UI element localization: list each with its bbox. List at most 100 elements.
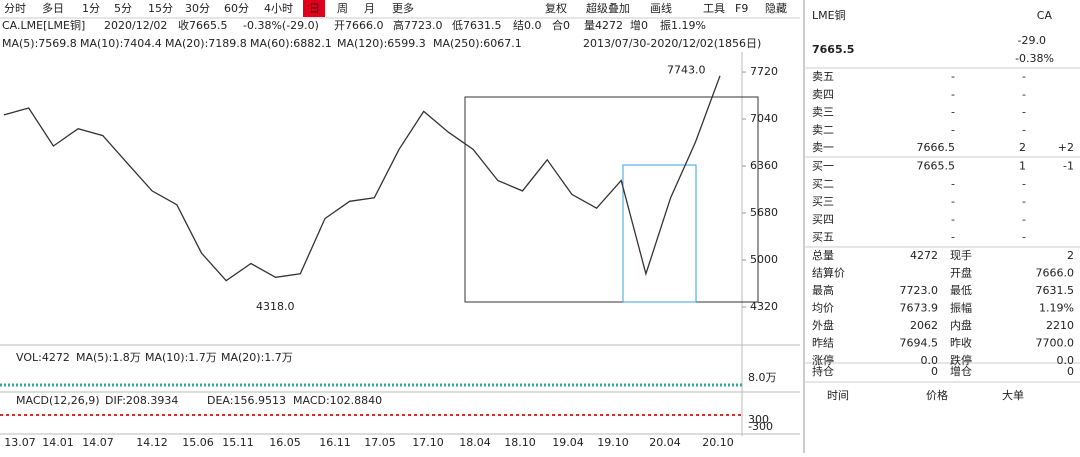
stat-label: 现手 — [950, 248, 972, 262]
y-tick-label: 6360 — [750, 159, 778, 172]
stat-value: 7723.0 — [900, 284, 939, 297]
stat-label: 开盘 — [950, 266, 972, 280]
book-cell: - — [1022, 195, 1026, 208]
quote-code: CA — [1037, 9, 1053, 22]
book-cell: - — [1022, 123, 1026, 136]
x-tick-label: 17.05 — [364, 436, 396, 449]
x-tick-label: 19.04 — [552, 436, 584, 449]
stat-value: 2210 — [1046, 319, 1074, 332]
quote-name: LME铜 — [812, 8, 846, 22]
ma-label: MA(5):7569.8 — [2, 37, 77, 50]
book-level: 卖三 — [812, 106, 834, 119]
stat-value: 7694.5 — [900, 337, 939, 350]
period-tab[interactable]: 更多 — [392, 1, 414, 15]
footer-tab[interactable]: 时间 — [827, 389, 849, 402]
stat-label: 持仓 — [812, 364, 834, 378]
footer-tab[interactable]: 大单 — [1002, 388, 1024, 402]
y-tick-label: 7720 — [750, 65, 778, 78]
book-cell: - — [1022, 177, 1026, 190]
macd-axis: -300 — [748, 420, 773, 433]
info-field: 高7723.0 — [393, 18, 443, 32]
x-tick-label: 16.05 — [269, 436, 301, 449]
macd-axis: 300 — [748, 413, 769, 426]
stat-label: 内盘 — [950, 318, 972, 332]
stat-value: 0.0 — [921, 354, 939, 367]
drawn-box — [622, 164, 697, 303]
stat-value: 4272 — [910, 249, 938, 262]
x-tick-label: 15.06 — [182, 436, 214, 449]
stat-label: 总量 — [812, 248, 834, 262]
period-tab[interactable]: 日 — [309, 2, 320, 15]
y-tick-label: 5000 — [750, 253, 778, 266]
tool-button[interactable]: 隐藏 — [765, 2, 787, 15]
macd-item: MACD:102.8840 — [293, 394, 382, 407]
period-tab[interactable]: 60分 — [224, 2, 249, 15]
book-cell: -1 — [1063, 160, 1074, 173]
info-field: 开7666.0 — [334, 19, 384, 32]
info-field: -0.38%(-29.0) — [243, 19, 319, 32]
drawn-box — [464, 96, 759, 303]
quote-pct: -0.38% — [1015, 52, 1054, 65]
macd-label: MACD(12,26,9) — [16, 394, 100, 407]
y-tick-label: 4320 — [750, 300, 778, 313]
x-tick-label: 15.11 — [222, 436, 254, 449]
stat-value: 0.0 — [1057, 354, 1075, 367]
info-field: 增0 — [630, 18, 648, 32]
x-tick-label: 19.10 — [597, 436, 629, 449]
period-tab[interactable]: 5分 — [114, 2, 132, 15]
period-tab[interactable]: 1分 — [82, 2, 100, 15]
period-tab[interactable]: 15分 — [148, 2, 173, 15]
book-cell: - — [1022, 88, 1026, 101]
book-cell: - — [951, 123, 955, 136]
ma-label: MA(120):6599.3 — [337, 37, 426, 50]
stat-label: 昨收 — [950, 336, 972, 350]
macd-item: DEA:156.9513 — [207, 394, 286, 407]
book-cell: - — [951, 88, 955, 101]
x-tick-label: 16.11 — [319, 436, 351, 449]
period-tab[interactable]: 周 — [337, 2, 348, 15]
volume-ma: MA(10):1.7万 — [145, 351, 217, 364]
footer-tab[interactable]: 价格 — [926, 388, 948, 402]
tool-button[interactable]: F9 — [735, 2, 748, 15]
y-tick-label: 5680 — [750, 206, 778, 219]
stat-label: 昨结 — [812, 337, 834, 350]
high-label: 7743.0 — [667, 63, 706, 76]
book-level: 买一 — [812, 160, 834, 173]
volume-label: VOL:4272 — [16, 351, 70, 364]
book-cell: 1 — [1019, 160, 1026, 173]
x-tick-label: 17.10 — [412, 436, 444, 449]
book-level: 买五 — [812, 231, 834, 244]
x-tick-label: 13.07 — [4, 436, 36, 449]
book-level: 买二 — [812, 177, 834, 190]
book-level: 卖一 — [812, 141, 834, 154]
info-field: 合0 — [552, 18, 570, 32]
macd-item: DIF:208.3934 — [105, 394, 178, 407]
price-line — [3, 75, 721, 282]
period-tab[interactable]: 4小时 — [264, 2, 293, 15]
stat-value: 0 — [1067, 365, 1074, 378]
selected-tab — [303, 0, 325, 17]
book-cell: - — [951, 213, 955, 226]
y-tick-label: 7040 — [750, 112, 778, 125]
tool-button[interactable]: 超级叠加 — [586, 1, 630, 15]
tool-button[interactable]: 画线 — [650, 1, 672, 15]
stat-label: 涨停 — [812, 353, 834, 367]
quote-change: -29.0 — [1018, 34, 1046, 47]
info-field: 低7631.5 — [452, 19, 502, 32]
x-tick-label: 20.04 — [649, 436, 681, 449]
period-tab[interactable]: 月 — [364, 2, 375, 15]
ma-label: MA(250):6067.1 — [433, 37, 522, 50]
book-cell: - — [951, 231, 955, 244]
book-level: 买四 — [812, 213, 834, 226]
book-level: 买三 — [812, 195, 834, 208]
period-tab[interactable]: 30分 — [185, 2, 210, 15]
tool-button[interactable]: 复权 — [545, 1, 567, 15]
book-cell: +2 — [1058, 141, 1074, 154]
tool-button[interactable]: 工具 — [703, 2, 725, 15]
period-tab[interactable]: 多日 — [42, 1, 64, 15]
period-tab[interactable]: 分时 — [4, 2, 26, 15]
book-cell: - — [1022, 231, 1026, 244]
